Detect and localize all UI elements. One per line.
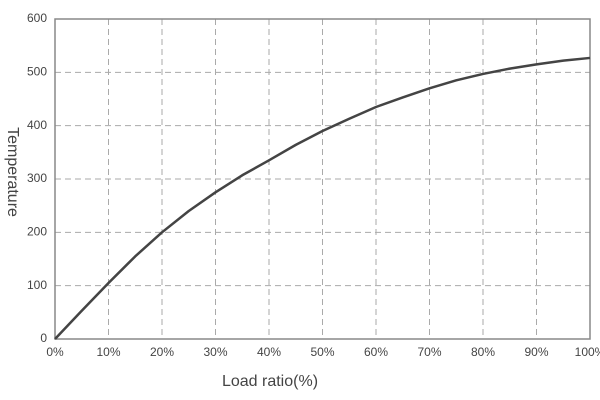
- x-tick-label: 80%: [471, 345, 495, 359]
- y-tick-label: 300: [27, 171, 47, 185]
- x-tick-label: 0%: [46, 345, 64, 359]
- x-tick-label: 20%: [150, 345, 174, 359]
- x-tick-label: 100%: [575, 345, 600, 359]
- x-tick-label: 10%: [96, 345, 120, 359]
- x-tick-label: 30%: [203, 345, 227, 359]
- x-axis-label: Load ratio(%): [222, 373, 318, 390]
- y-tick-label: 100: [27, 278, 47, 292]
- x-tick-label: 40%: [257, 345, 281, 359]
- y-axis-label: Temperature: [4, 127, 21, 217]
- y-tick-label: 600: [27, 11, 47, 25]
- plot-frame: [54, 18, 591, 340]
- x-tick-label: 60%: [364, 345, 388, 359]
- x-tick-label: 90%: [524, 345, 548, 359]
- y-tick-label: 200: [27, 225, 47, 239]
- x-tick-label: 50%: [310, 345, 334, 359]
- y-tick-label: 0: [40, 331, 47, 345]
- y-tick-label: 400: [27, 118, 47, 132]
- line-series: [54, 56, 591, 340]
- x-tick-label: 70%: [417, 345, 441, 359]
- y-tick-label: 500: [27, 65, 47, 79]
